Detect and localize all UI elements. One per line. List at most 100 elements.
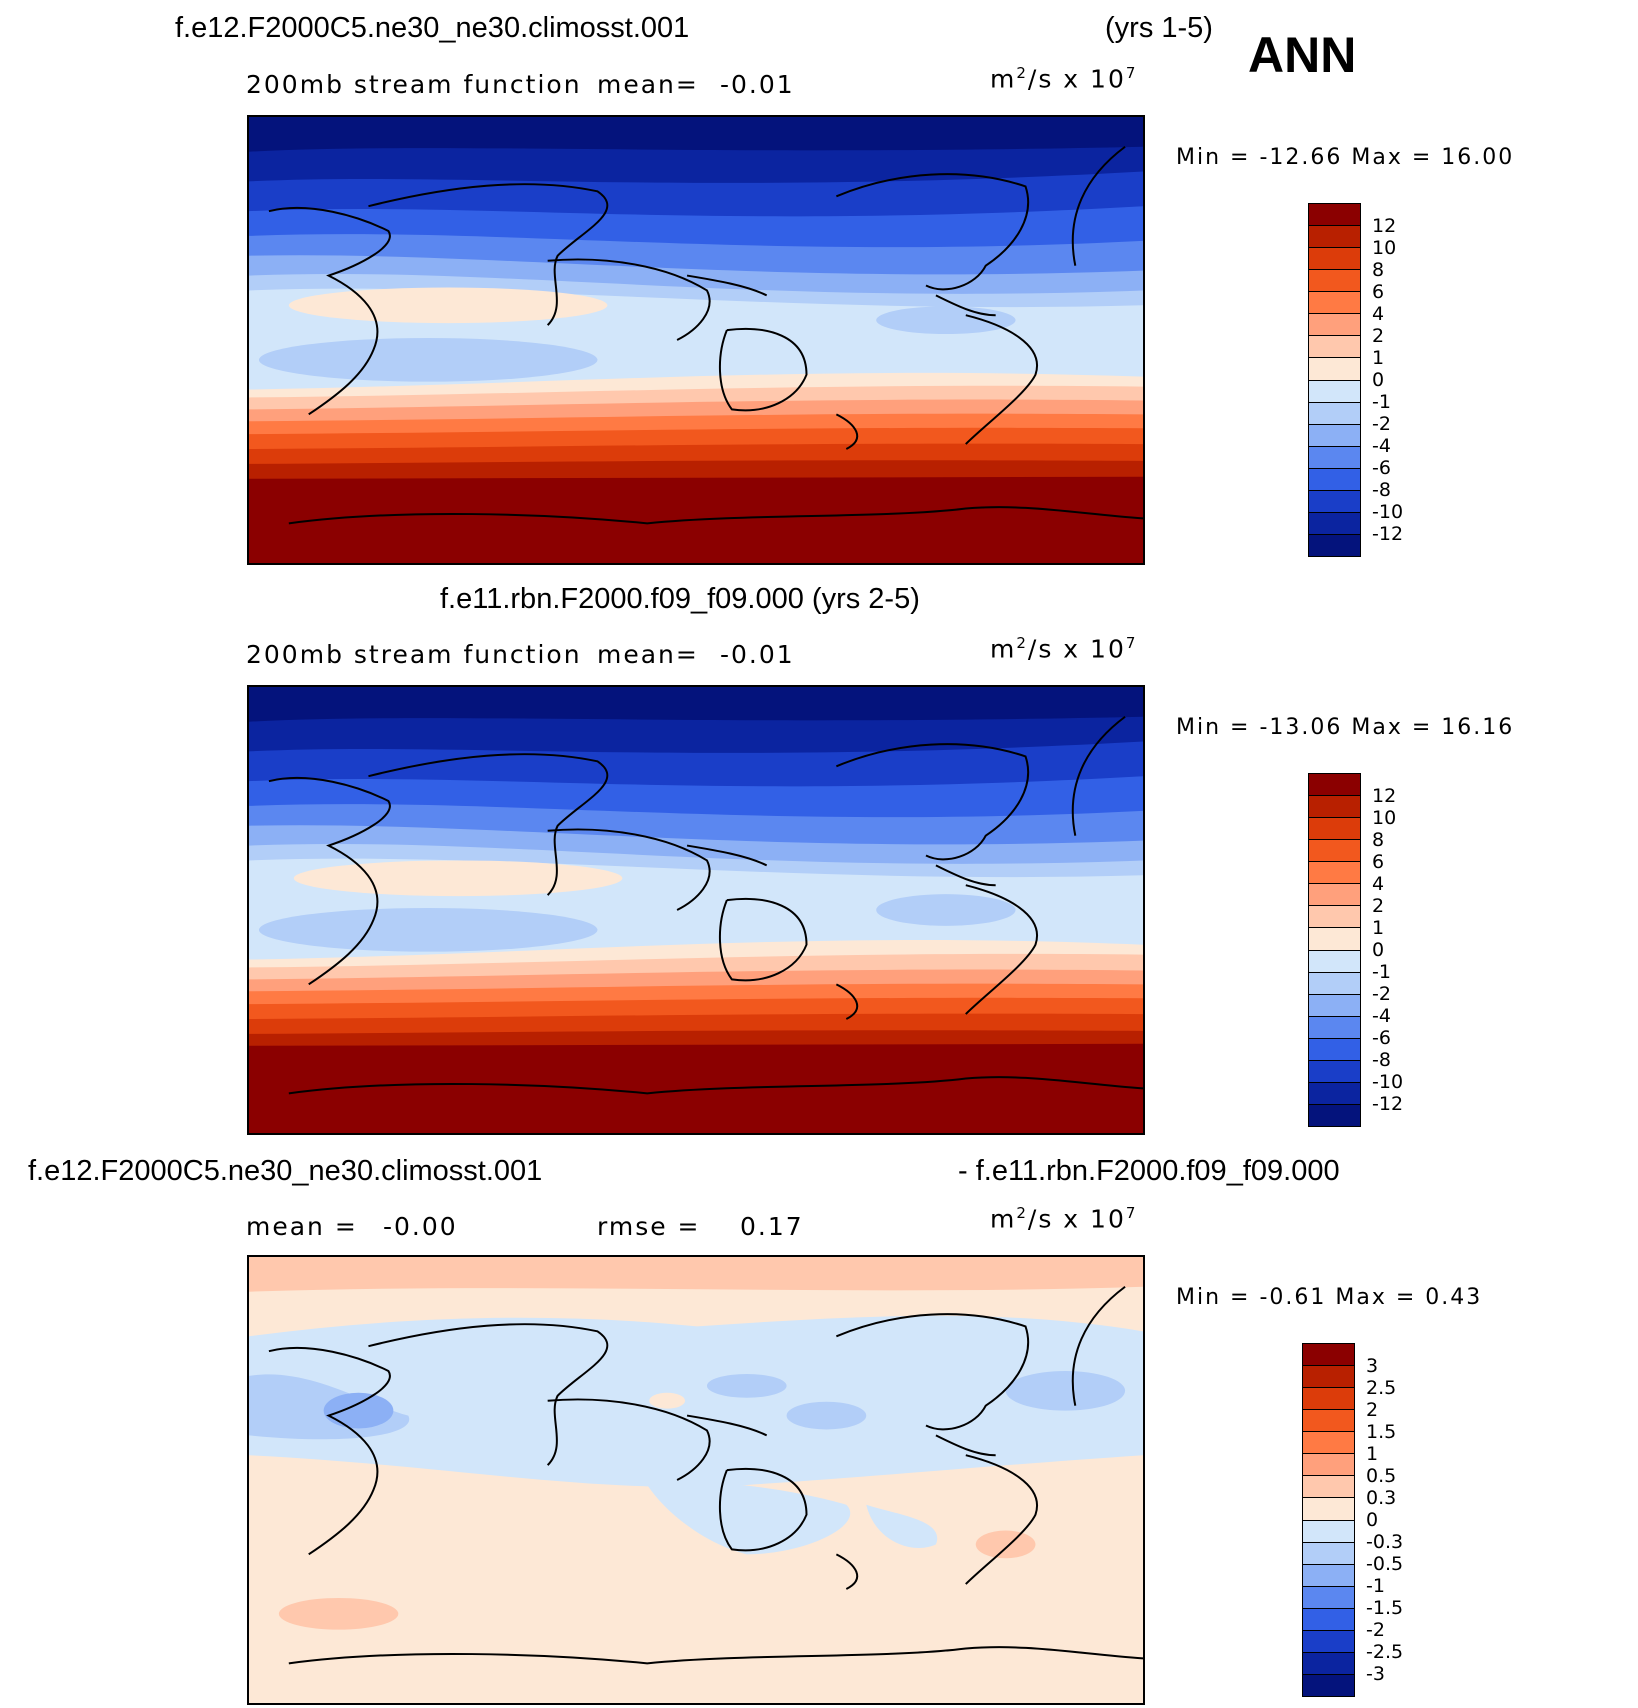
cbar-box [1309, 796, 1360, 818]
panel1-mean-label: mean= [597, 70, 699, 99]
panel2-mean-value: -0.01 [720, 640, 795, 669]
cbar-label: 1 [1372, 919, 1384, 938]
cbar-label: -0.3 [1366, 1533, 1403, 1552]
cbar-label: -8 [1372, 1051, 1391, 1070]
cbar-box [1309, 1061, 1360, 1083]
sh-trop-lobe [259, 338, 597, 382]
cbar-label: 0 [1372, 941, 1384, 960]
cbar-box [1309, 491, 1360, 513]
cbar-box [1309, 862, 1360, 884]
cbar-label: 2 [1372, 327, 1384, 346]
panel1-mean-value: -0.01 [720, 70, 795, 99]
cbar-box [1303, 1388, 1354, 1410]
cbar-box [1303, 1609, 1354, 1631]
cbar-label: -2 [1372, 985, 1391, 1004]
panel1-title: f.e12.F2000C5.ne30_ne30.climosst.001 [175, 12, 689, 45]
cbar-box [1309, 314, 1360, 336]
cbar-label: -4 [1372, 437, 1391, 456]
cbar-box [1303, 1410, 1354, 1432]
cbar-label: -12 [1372, 1095, 1403, 1114]
panel1-field-label: 200mb stream function [246, 70, 582, 99]
cbar-label: 1 [1372, 349, 1384, 368]
diff-title-right: - f.e11.rbn.F2000.f09_f09.000 [958, 1155, 1340, 1188]
panel1-colorbar-labels: 12 10 8 6 4 2 1 0 -1 -2 -4 -6 -8 -10 -12 [1372, 203, 1432, 557]
nh-positive-lobe [289, 287, 608, 323]
cbar-label: 8 [1372, 831, 1384, 850]
cbar-box [1303, 1454, 1354, 1476]
panel2-units: m2/s x 107 [990, 634, 1137, 663]
panel1-map [247, 115, 1145, 565]
cbar-box [1309, 535, 1360, 556]
cbar-box [1309, 906, 1360, 928]
cbar-box [1309, 248, 1360, 270]
diff-rmse-value: 0.17 [740, 1212, 804, 1241]
cbar-box [1309, 1039, 1360, 1061]
cbar-box [1309, 447, 1360, 469]
cbar-label: -3 [1366, 1665, 1385, 1684]
cbar-box [1303, 1432, 1354, 1454]
cbar-label: 4 [1372, 875, 1384, 894]
panel2-map [247, 685, 1145, 1135]
cbar-box [1309, 469, 1360, 491]
cbar-label: -2 [1372, 415, 1391, 434]
cbar-box [1309, 818, 1360, 840]
cbar-box [1303, 1587, 1354, 1609]
cbar-label: -2.5 [1366, 1643, 1403, 1662]
diff-minmax: Min = -0.61 Max = 0.43 [1176, 1285, 1482, 1310]
cbar-label: 10 [1372, 239, 1396, 258]
cbar-box [1309, 973, 1360, 995]
cbar-box [1309, 884, 1360, 906]
cbar-label: 6 [1372, 283, 1384, 302]
cbar-label: 12 [1372, 787, 1396, 806]
cbar-box [1309, 358, 1360, 380]
cbar-box [1303, 1476, 1354, 1498]
cbar-label: -1 [1366, 1577, 1385, 1596]
cbar-label: 2.5 [1366, 1379, 1396, 1398]
cbar-box [1309, 226, 1360, 248]
diff-mean-label: mean = [246, 1212, 358, 1241]
cbar-label: 3 [1366, 1357, 1378, 1376]
pacific-lobe [876, 306, 1015, 334]
panel2-title: f.e11.rbn.F2000.f09_f09.000 (yrs 2-5) [440, 583, 920, 616]
cbar-label: 0.3 [1366, 1489, 1396, 1508]
cbar-label: -2 [1366, 1621, 1385, 1640]
cbar-label: 2 [1372, 897, 1384, 916]
cbar-label: -12 [1372, 525, 1403, 544]
cbar-box [1309, 1105, 1360, 1126]
diff-colorbar [1302, 1343, 1355, 1697]
cbar-label: -10 [1372, 503, 1403, 522]
cbar-box [1309, 292, 1360, 314]
diff-mean-value: -0.00 [383, 1212, 458, 1241]
cbar-label: 0 [1366, 1511, 1378, 1530]
cbar-label: 8 [1372, 261, 1384, 280]
cbar-box [1303, 1631, 1354, 1653]
cbar-label: -1.5 [1366, 1599, 1403, 1618]
cbar-box [1303, 1498, 1354, 1520]
cbar-label: -10 [1372, 1073, 1403, 1092]
cbar-box [1309, 204, 1360, 226]
cbar-label: 0 [1372, 371, 1384, 390]
cbar-box [1303, 1675, 1354, 1696]
cbar-box [1309, 381, 1360, 403]
cbar-label: -4 [1372, 1007, 1391, 1026]
cbar-box [1309, 1017, 1360, 1039]
season-label: ANN [1248, 26, 1356, 84]
cbar-box [1309, 928, 1360, 950]
cbar-label: 12 [1372, 217, 1396, 236]
cbar-label: -6 [1372, 1029, 1391, 1048]
cbar-box [1309, 336, 1360, 358]
panel1-colorbar [1308, 203, 1361, 557]
cbar-box [1303, 1543, 1354, 1565]
cbar-box [1303, 1565, 1354, 1587]
cbar-label: 6 [1372, 853, 1384, 872]
cbar-box [1303, 1521, 1354, 1543]
cbar-box [1309, 403, 1360, 425]
cbar-label: 1 [1366, 1445, 1378, 1464]
cbar-box [1303, 1344, 1354, 1366]
cbar-label: 1.5 [1366, 1423, 1396, 1442]
cbar-label: 0.5 [1366, 1467, 1396, 1486]
diff-title-left: f.e12.F2000C5.ne30_ne30.climosst.001 [28, 1155, 542, 1188]
cbar-label: -1 [1372, 963, 1391, 982]
cbar-label: -8 [1372, 481, 1391, 500]
cbar-box [1309, 1083, 1360, 1105]
